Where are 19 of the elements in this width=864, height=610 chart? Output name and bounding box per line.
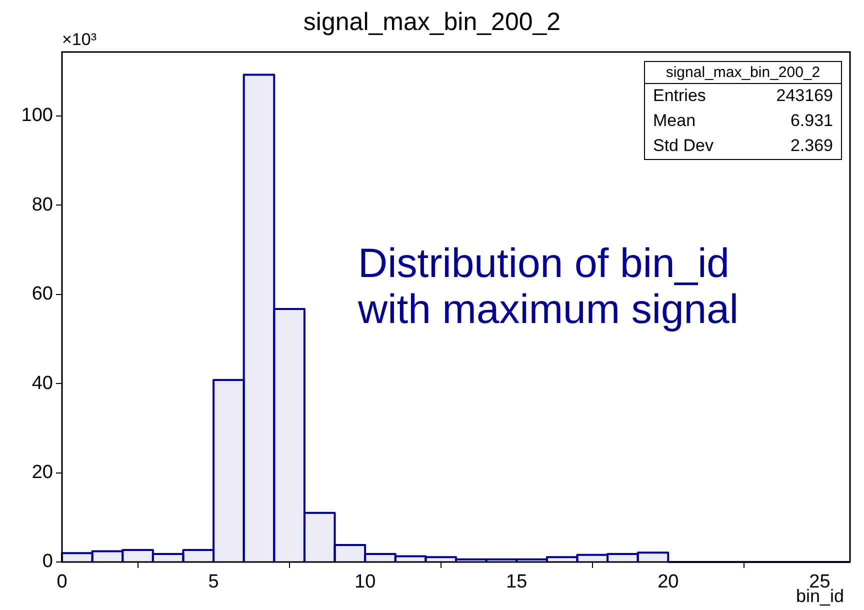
text: Entries 243169 <box>653 86 833 105</box>
y-tick-label: 0 <box>42 551 53 572</box>
annotation: signal_max_bin_200_2 <box>645 62 841 84</box>
x-tick-label: 10 <box>354 572 376 593</box>
x-tick-label: 5 <box>208 572 219 593</box>
x-tick-label: 0 <box>56 572 68 593</box>
y-tick-label: 100 <box>21 105 53 126</box>
text: Mean 6.931 <box>653 111 833 130</box>
y-tick-label: 80 <box>32 194 53 216</box>
x-tick-label: 20 <box>658 572 679 593</box>
y-axis-title: ×10³ <box>62 30 96 50</box>
y-tick-label: 20 <box>32 462 53 483</box>
chart-title: signal_max_bin_200_2 <box>303 8 561 36</box>
annotation: Distribution of bin_id with maximum signal <box>358 240 740 332</box>
y-tick-label: 40 <box>32 372 53 394</box>
x-tick-label: 25 <box>809 572 830 593</box>
y-tick-label: 60 <box>32 284 53 305</box>
x-tick-label: 15 <box>506 572 528 593</box>
text: Std Dev 2.369 <box>653 136 833 155</box>
